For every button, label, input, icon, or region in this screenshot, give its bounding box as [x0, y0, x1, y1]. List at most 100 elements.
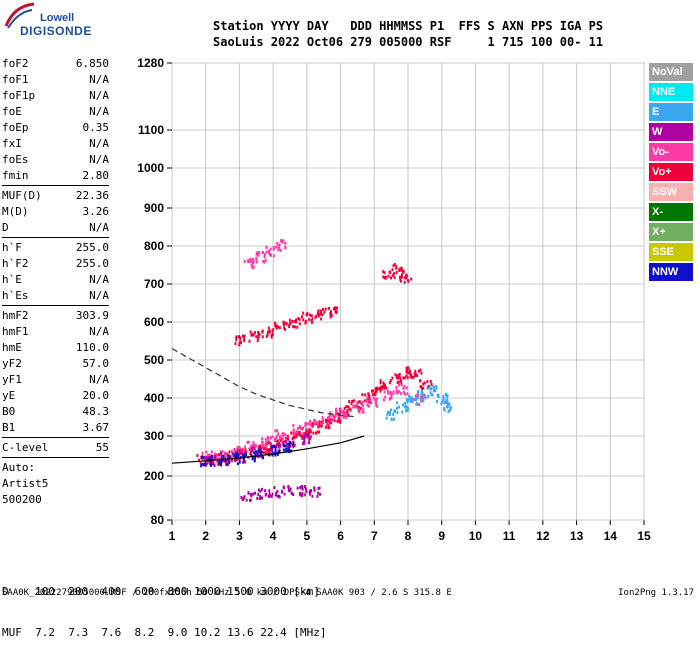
echo-point [371, 393, 374, 397]
echo-point [267, 494, 270, 498]
param-label: foF2 [2, 57, 29, 70]
echo-point [256, 339, 259, 343]
echo-point [422, 382, 425, 386]
echo-point [410, 396, 413, 400]
echo-point [300, 315, 303, 319]
param-value: 0.35 [82, 121, 110, 134]
echo-point [361, 410, 364, 414]
param-label: h`E [2, 273, 22, 286]
param-label: foEs [2, 153, 29, 166]
param-row-yf2: yF2 57.0 [2, 356, 109, 372]
param-separator [2, 437, 109, 438]
echo-point [401, 268, 404, 272]
echo-point [343, 406, 346, 410]
echo-point [396, 401, 399, 405]
echo-point [291, 437, 294, 441]
auto-line1: Auto: [2, 461, 36, 474]
echo-point [254, 453, 257, 457]
echo-point [245, 452, 248, 456]
echo-point [296, 427, 299, 431]
echo-point [313, 418, 316, 422]
y-tick-label: 1280 [137, 56, 164, 70]
param-value: N/A [89, 73, 109, 86]
echo-point [288, 444, 291, 448]
echo-point [209, 463, 212, 467]
echo-point [203, 455, 206, 459]
echo-point [235, 335, 238, 339]
echo-point [244, 445, 247, 449]
param-row-ye: yE 20.0 [2, 388, 109, 404]
param-row-fmin: fmin 2.80 [2, 168, 109, 184]
echo-point [205, 456, 208, 460]
echo-point [259, 446, 262, 450]
header-line-2: SaoLuis 2022 Oct06 279 005000 RSF 1 715 … [213, 35, 604, 49]
echo-point [317, 309, 320, 313]
echo-point [257, 331, 260, 335]
echo-point [388, 412, 391, 416]
param-value: 57.0 [82, 357, 110, 370]
x-tick-label: 14 [604, 529, 618, 543]
echo-point [329, 414, 332, 418]
param-label: yF1 [2, 373, 22, 386]
echo-point [242, 498, 245, 502]
echo-point [276, 429, 279, 433]
echo-point [217, 453, 220, 457]
echo-point [262, 260, 265, 264]
echo-point [402, 390, 405, 394]
echo-point [287, 448, 290, 452]
echo-point [283, 492, 286, 496]
echo-point [292, 423, 295, 427]
echo-point [308, 490, 311, 494]
echo-point [241, 334, 244, 338]
echo-point [269, 252, 272, 256]
echo-point [358, 408, 361, 412]
echo-point [410, 398, 413, 402]
echo-point [250, 454, 253, 458]
echo-point [275, 438, 278, 442]
echo-point [321, 416, 324, 420]
echo-point [402, 403, 405, 407]
legend: NoVal NNE E W Vo- Vo+ SSW X- X+ SSE NNW [649, 63, 693, 283]
param-value: 255.0 [75, 241, 109, 254]
echo-point [272, 328, 275, 332]
echo-point [423, 393, 426, 397]
echo-point [248, 259, 251, 263]
echo-point [386, 412, 389, 416]
echo-point [321, 421, 324, 425]
echo-point [238, 445, 241, 449]
echo-point [383, 383, 386, 387]
echo-point [420, 389, 423, 393]
echo-point [408, 394, 411, 398]
echo-point [228, 450, 231, 454]
echo-point [372, 389, 375, 393]
echo-point [264, 451, 267, 455]
echo-point [238, 341, 241, 345]
echo-point [246, 440, 249, 444]
echo-point [358, 400, 361, 404]
y-tick-label: 1100 [138, 123, 164, 137]
echo-point [384, 395, 387, 399]
echo-point [277, 450, 280, 454]
echo-point [301, 426, 304, 430]
param-value: 3.26 [82, 205, 110, 218]
echo-point [368, 400, 371, 404]
echo-point [265, 250, 268, 254]
echo-point [301, 487, 304, 491]
echo-point [406, 406, 409, 410]
echo-point [389, 411, 392, 415]
echo-point [411, 376, 414, 380]
echo-point [310, 318, 313, 322]
echo-point [310, 423, 313, 427]
echo-point [379, 381, 382, 385]
echo-point [347, 405, 350, 409]
param-row-foep: foEp 0.35 [2, 120, 109, 136]
echo-point [243, 450, 246, 454]
echo-point [393, 275, 396, 279]
echo-point [208, 454, 211, 458]
echo-point [430, 383, 433, 387]
echo-point [323, 310, 326, 314]
echo-point [402, 387, 405, 391]
echo-point [339, 418, 342, 422]
echo-point [342, 410, 345, 414]
echo-point [388, 381, 391, 385]
